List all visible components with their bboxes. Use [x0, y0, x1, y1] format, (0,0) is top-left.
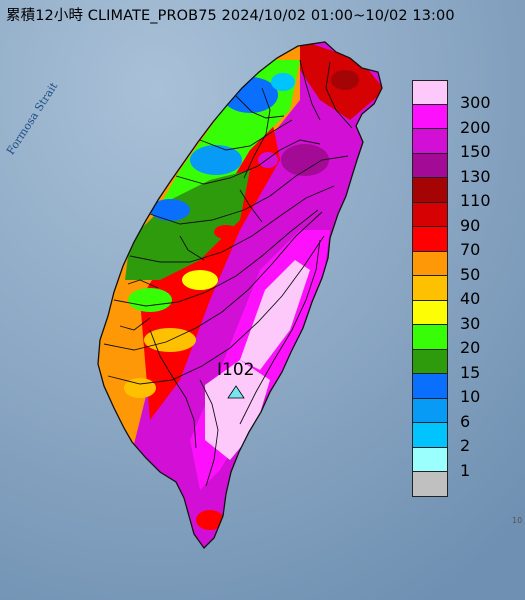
legend-item: 20 — [412, 325, 522, 357]
legend-swatch — [412, 104, 448, 129]
legend-label: 50 — [460, 264, 481, 284]
legend-label: 6 — [460, 411, 471, 431]
rain-zone-east-purple — [281, 144, 329, 176]
legend-swatch — [412, 178, 448, 203]
legend-item: 10 — [412, 374, 522, 406]
rain-zone-lightblue — [271, 73, 295, 91]
legend-swatch — [412, 423, 448, 448]
legend-swatch — [412, 251, 448, 276]
legend-label: 15 — [460, 362, 481, 382]
station-label: I102 — [217, 360, 255, 380]
legend-item: 2 — [412, 423, 522, 455]
legend-item: 200 — [412, 104, 522, 137]
legend-swatch — [412, 202, 448, 227]
legend-swatch — [412, 80, 448, 105]
legend-swatch — [412, 374, 448, 399]
legend-label: 10 — [460, 387, 481, 406]
legend-item: 40 — [412, 276, 522, 308]
station-marker-icon — [227, 385, 245, 399]
legend-swatch — [412, 349, 448, 374]
legend-swatch — [412, 129, 448, 154]
legend-label: 40 — [460, 289, 481, 308]
county-boundaries — [103, 59, 353, 487]
legend-swatch — [412, 153, 448, 178]
rain-zone-north-dark — [331, 70, 359, 90]
legend-item: 50 — [412, 251, 522, 284]
legend-swatch — [412, 398, 448, 423]
rain-zone-blue-central — [190, 145, 242, 175]
legend-label: 70 — [460, 240, 481, 259]
legend-label: 110 — [460, 191, 491, 210]
legend-label: 130 — [460, 166, 491, 186]
legend-item: 6 — [412, 398, 522, 431]
rain-zone-green-south — [128, 288, 172, 312]
rain-zone-green-mid — [125, 170, 250, 280]
legend-label: 150 — [460, 142, 491, 161]
legend-item: 1 — [412, 447, 522, 480]
rain-zone-central-red — [214, 225, 238, 239]
legend-swatch — [412, 300, 448, 325]
legend-swatch — [412, 325, 448, 350]
legend-label: 90 — [460, 215, 481, 235]
legend-label: 20 — [460, 338, 481, 357]
legend-swatch — [412, 227, 448, 252]
legend-item: 130 — [412, 153, 522, 186]
legend-item: 15 — [412, 349, 522, 382]
legend-label: 1 — [460, 460, 471, 480]
legend-item — [412, 472, 522, 497]
legend: 300 200 150 130 110 90 70 50 40 30 20 15 10 6 2 1 — [412, 80, 522, 497]
legend-item: 150 — [412, 129, 522, 161]
legend-swatch — [412, 447, 448, 472]
page-title: 累積12小時 CLIMATE_PROB75 2024/10/02 01:00~1… — [6, 8, 455, 24]
rain-zone-central-spot — [258, 152, 278, 168]
legend-label: 2 — [460, 436, 471, 455]
rain-zone-peak-south — [205, 360, 270, 460]
legend-swatch — [412, 472, 448, 497]
edge-mark: 10 — [512, 516, 523, 525]
legend-swatch — [412, 276, 448, 301]
legend-label: 200 — [460, 117, 491, 137]
legend-item: 110 — [412, 178, 522, 210]
rain-zone-peak-north — [240, 260, 310, 370]
legend-label: 30 — [460, 313, 481, 333]
legend-item: 300 — [412, 80, 522, 112]
legend-item: 30 — [412, 300, 522, 333]
rain-zone-blue-west — [150, 199, 190, 221]
legend-label: 300 — [460, 93, 491, 112]
rain-zone-south-tip — [196, 510, 224, 530]
legend-item: 90 — [412, 202, 522, 235]
legend-item: 70 — [412, 227, 522, 259]
rain-zone-yellow — [182, 270, 218, 290]
